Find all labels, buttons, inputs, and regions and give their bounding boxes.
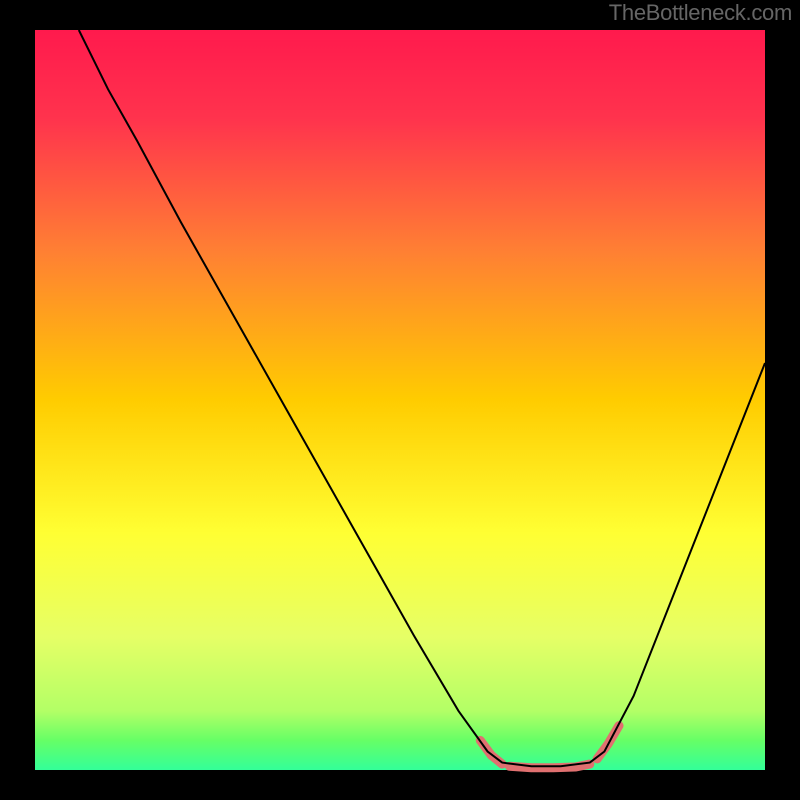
chart-svg (0, 0, 800, 800)
plot-background (35, 30, 765, 770)
chart-canvas: TheBottleneck.com (0, 0, 800, 800)
watermark-text: TheBottleneck.com (609, 0, 792, 26)
